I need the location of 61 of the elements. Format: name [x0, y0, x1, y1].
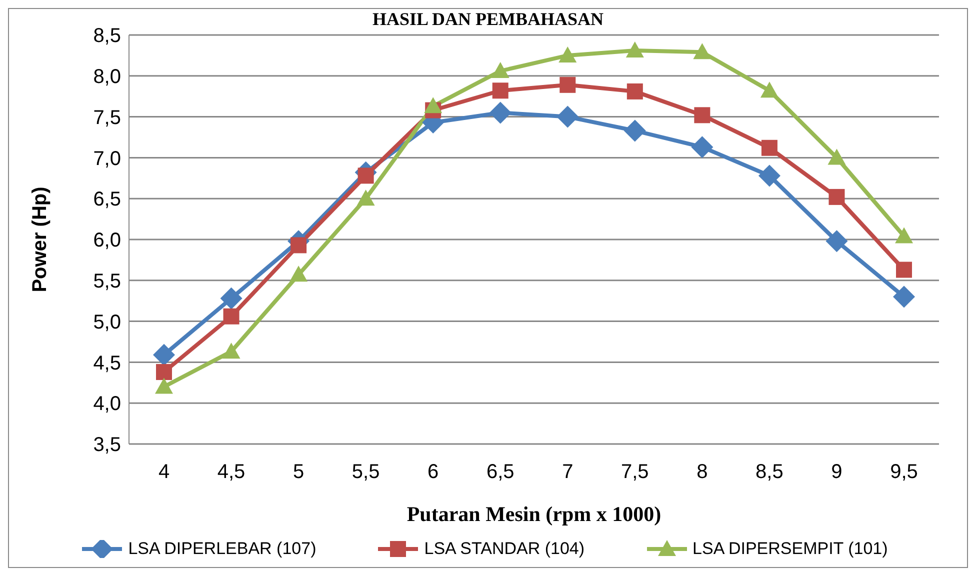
- point: [290, 237, 307, 254]
- y-tick-label: 7,5: [93, 106, 121, 129]
- point: [826, 230, 848, 252]
- y-tick-label: 4,0: [93, 393, 121, 416]
- x-axis-title: Putaran Mesin (rpm x 1000): [406, 502, 662, 526]
- point: [761, 140, 778, 156]
- point: [760, 82, 778, 98]
- point: [491, 62, 510, 78]
- point: [624, 120, 646, 142]
- point: [153, 344, 175, 366]
- point: [828, 188, 845, 205]
- y-tick-label: 4,5: [93, 352, 121, 374]
- x-tick-label: 7: [562, 461, 574, 484]
- x-tick-label: 8: [696, 461, 708, 484]
- y-tick-label: 3,5: [93, 434, 121, 456]
- y-tick-label: 6,5: [93, 188, 121, 211]
- y-axis-title: Power (Hp): [29, 186, 52, 292]
- y-tick-label: 5,5: [93, 270, 121, 292]
- x-tick-label: 4: [158, 461, 170, 484]
- y-tick-label: 8,5: [93, 25, 121, 48]
- legend-label: LSA DIPERSEMPIT (101): [692, 539, 888, 559]
- x-tick-label: 9,5: [890, 461, 918, 484]
- point: [626, 42, 644, 58]
- x-tick-label: 8,5: [756, 461, 784, 484]
- point: [358, 168, 374, 184]
- point: [155, 378, 173, 394]
- point: [691, 136, 714, 158]
- x-tick-label: 4,5: [217, 461, 246, 484]
- point: [222, 342, 240, 359]
- point: [895, 227, 913, 244]
- point: [424, 97, 442, 114]
- point: [356, 190, 375, 206]
- point: [694, 107, 710, 124]
- point: [893, 286, 915, 308]
- x-tick-label: 6,5: [486, 461, 514, 484]
- legend-label: LSA DIPERLEBAR (107): [128, 539, 316, 559]
- legend-label: LSA STANDAR (104): [424, 539, 585, 559]
- chart-title: HASIL DAN PEMBAHASAN: [372, 9, 604, 29]
- point: [220, 287, 242, 310]
- point: [558, 46, 577, 62]
- y-tick-label: 5,0: [93, 311, 121, 334]
- y-tick-label: 8,0: [93, 66, 121, 88]
- point: [758, 164, 780, 187]
- point: [492, 82, 508, 99]
- point: [693, 43, 712, 60]
- x-tick-label: 6: [428, 461, 439, 484]
- point: [156, 364, 172, 380]
- point: [896, 262, 912, 278]
- point: [489, 102, 512, 124]
- point: [556, 106, 579, 128]
- y-tick-label: 6,0: [93, 230, 121, 252]
- point: [560, 76, 576, 93]
- x-tick-label: 5,5: [352, 461, 380, 484]
- x-tick-label: 5: [292, 461, 304, 484]
- y-tick-label: 7,0: [93, 148, 121, 170]
- point: [223, 308, 240, 324]
- point: [626, 83, 643, 100]
- point: [828, 148, 846, 165]
- point: [290, 266, 308, 282]
- x-tick-label: 9: [831, 461, 842, 484]
- x-tick-label: 7,5: [621, 461, 649, 484]
